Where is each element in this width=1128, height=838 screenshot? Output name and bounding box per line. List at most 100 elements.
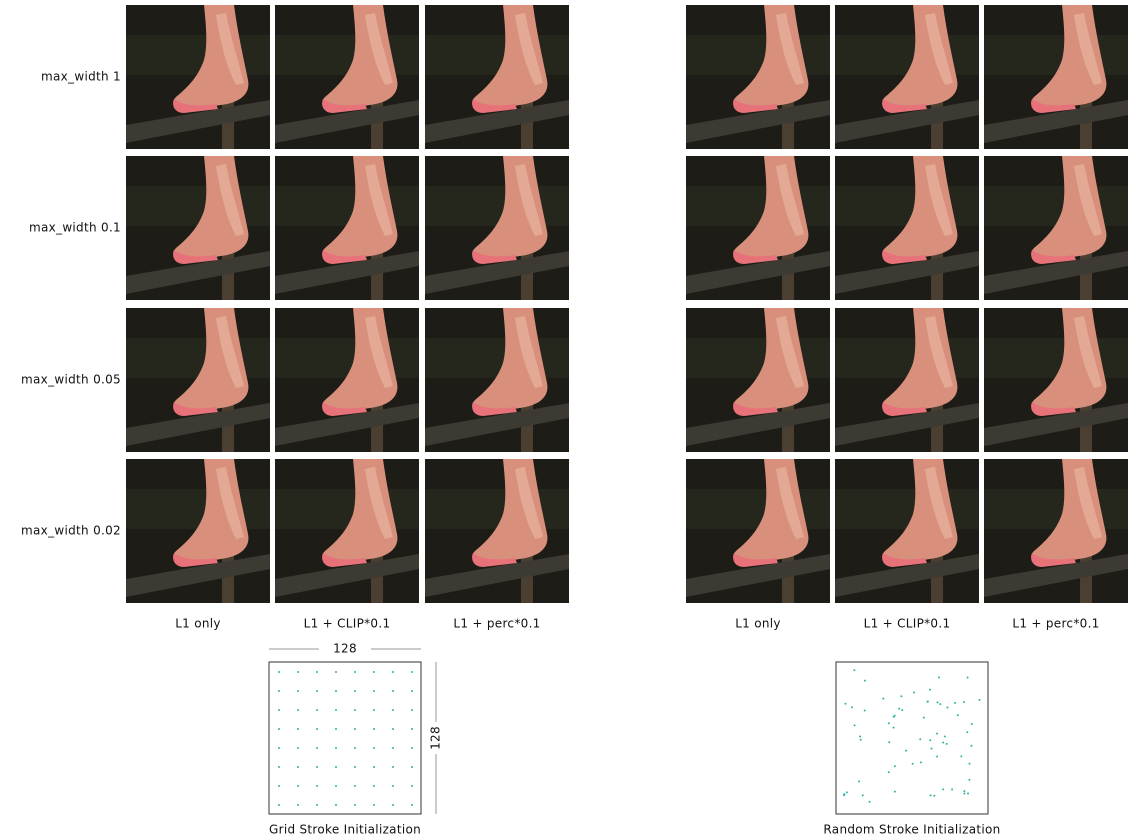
stroke-seed: [316, 766, 318, 768]
row-label: max_width 0.05: [21, 373, 121, 387]
stroke-seed: [970, 745, 972, 747]
stroke-seed: [411, 804, 413, 806]
row-label: max_width 1: [41, 70, 121, 84]
stroke-seed: [893, 716, 895, 718]
result-image: [835, 156, 979, 300]
result-image: [686, 308, 830, 452]
figure: max_width 1max_width 0.1max_width 0.05ma…: [0, 0, 1128, 838]
column-label: L1 + perc*0.1: [453, 617, 540, 631]
stroke-seed: [957, 714, 959, 716]
stroke-seed: [933, 795, 935, 797]
stroke-seed: [278, 747, 280, 749]
result-image: [275, 156, 419, 300]
stroke-seed: [411, 747, 413, 749]
stroke-seed: [278, 804, 280, 806]
result-image: [984, 5, 1128, 149]
stroke-seed: [392, 766, 394, 768]
stroke-seed: [905, 750, 907, 752]
stroke-seed: [967, 676, 969, 678]
stroke-seed: [931, 748, 933, 750]
stroke-seed: [392, 671, 394, 673]
stroke-seed: [297, 785, 299, 787]
result-image: [425, 5, 569, 149]
column-label: L1 + perc*0.1: [1012, 617, 1099, 631]
result-image: [275, 308, 419, 452]
stroke-seed: [912, 763, 914, 765]
height-label: 128: [429, 726, 443, 750]
stroke-seed: [411, 690, 413, 692]
result-image: [126, 459, 270, 603]
row-label: max_width 0.1: [29, 221, 121, 235]
result-image: [275, 459, 419, 603]
stroke-seed: [978, 699, 980, 701]
stroke-seed: [937, 701, 939, 703]
stroke-seed: [860, 739, 862, 741]
stroke-seed: [392, 785, 394, 787]
stroke-seed: [898, 708, 900, 710]
stroke-seed: [851, 706, 853, 708]
column-label: L1 + CLIP*0.1: [304, 617, 391, 631]
stroke-seed: [297, 747, 299, 749]
stroke-seed: [854, 724, 856, 726]
result-image: [126, 5, 270, 149]
result-image: [984, 156, 1128, 300]
stroke-seed: [859, 736, 861, 738]
stroke-seed: [963, 790, 965, 792]
stroke-seed: [936, 755, 938, 757]
stroke-seed: [966, 731, 968, 733]
stroke-seed: [938, 676, 940, 678]
result-image: [126, 308, 270, 452]
stroke-seed: [882, 698, 884, 700]
stroke-seed: [373, 709, 375, 711]
result-image: [686, 5, 830, 149]
stroke-seed: [888, 722, 890, 724]
stroke-seed: [392, 804, 394, 806]
result-image: [126, 156, 270, 300]
stroke-seed: [411, 785, 413, 787]
stroke-seed: [411, 766, 413, 768]
stroke-seed: [335, 671, 337, 673]
stroke-seed: [297, 671, 299, 673]
result-image: [984, 308, 1128, 452]
stroke-seed: [971, 723, 973, 725]
stroke-seed: [888, 771, 890, 773]
stroke-seed: [392, 728, 394, 730]
column-label: L1 only: [175, 617, 221, 631]
stroke-seed: [939, 703, 941, 705]
stroke-seed: [316, 785, 318, 787]
stroke-seed: [923, 717, 925, 719]
stroke-seed: [278, 785, 280, 787]
stroke-seed: [960, 755, 962, 757]
stroke-seed: [894, 791, 896, 793]
stroke-seed: [844, 703, 846, 705]
stroke-seed: [373, 785, 375, 787]
init-box: [269, 662, 421, 814]
stroke-seed: [278, 766, 280, 768]
stroke-seed: [929, 689, 931, 691]
stroke-seed: [862, 794, 864, 796]
stroke-seed: [316, 709, 318, 711]
stroke-seed: [864, 680, 866, 682]
stroke-seed: [411, 671, 413, 673]
stroke-seed: [913, 692, 915, 694]
width-label: 128: [333, 642, 357, 656]
stroke-seed: [946, 743, 948, 745]
stroke-seed: [354, 766, 356, 768]
stroke-seed: [278, 671, 280, 673]
stroke-seed: [297, 804, 299, 806]
stroke-seed: [869, 801, 871, 803]
stroke-seed: [354, 671, 356, 673]
stroke-seed: [963, 701, 965, 703]
stroke-seed: [354, 728, 356, 730]
stroke-seed: [335, 728, 337, 730]
stroke-seed: [373, 804, 375, 806]
stroke-seed: [947, 706, 949, 708]
stroke-seed: [335, 804, 337, 806]
stroke-seed: [354, 804, 356, 806]
stroke-seed: [392, 690, 394, 692]
stroke-seed: [888, 741, 890, 743]
result-image: [425, 308, 569, 452]
stroke-seed: [335, 766, 337, 768]
stroke-seed: [846, 791, 848, 793]
stroke-seed: [297, 728, 299, 730]
